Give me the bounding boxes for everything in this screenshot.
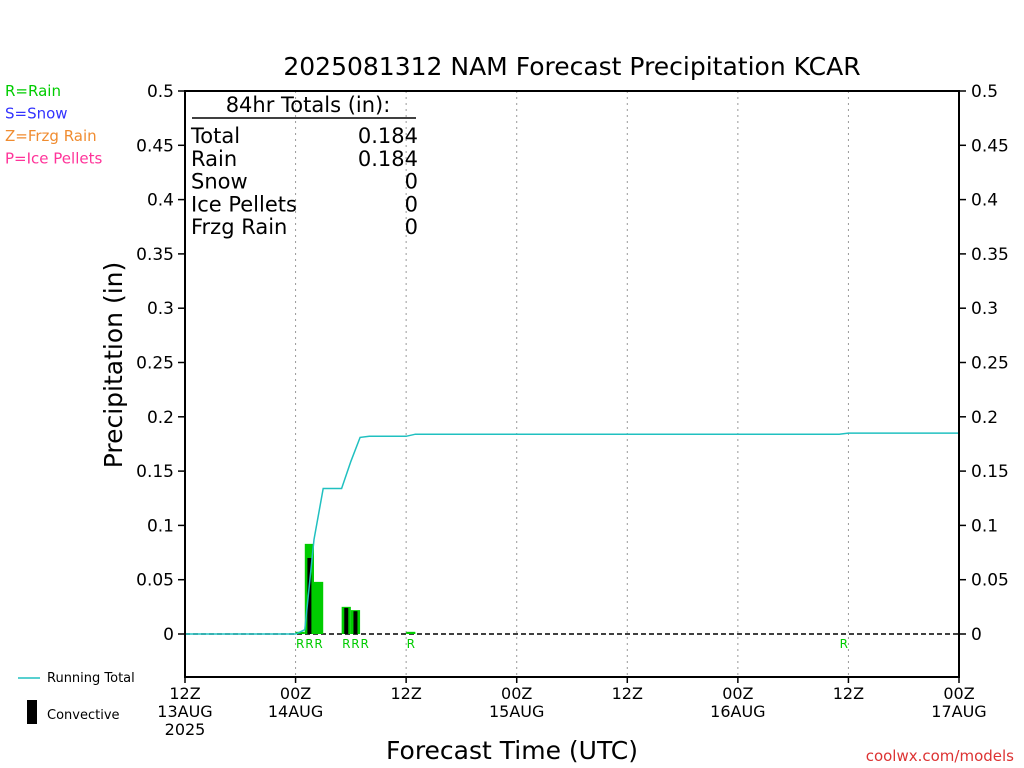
x-tick-label: 13AUG xyxy=(157,702,212,721)
chart-title: 2025081312 NAM Forecast Precipitation KC… xyxy=(283,52,860,81)
y-axis-left: 0 0.05 0.1 0.15 0.2 0.25 0.3 0.35 0.4 0.45 0.5 xyxy=(136,82,185,645)
totals-row-value: 0 xyxy=(405,192,418,216)
convective-bar xyxy=(344,607,349,634)
y-tick-label: 0.15 xyxy=(136,462,174,482)
type-marker: R xyxy=(305,637,313,651)
y-tick-label: 0.35 xyxy=(136,245,174,265)
x-tick-label: 12Z xyxy=(833,684,864,703)
y-tick-label-right: 0.3 xyxy=(971,299,998,319)
convective-swatch xyxy=(27,700,37,724)
y-tick-label: 0.4 xyxy=(147,191,174,211)
precip-type-legend: R=Rain S=Snow Z=Frzg Rain P=Ice Pellets xyxy=(5,82,102,168)
legend-entry: S=Snow xyxy=(5,105,68,123)
y-tick-label-right: 0.35 xyxy=(971,245,1009,265)
y-tick-label: 0.25 xyxy=(136,354,174,374)
convective-bar xyxy=(353,611,358,634)
totals-row-label: Snow xyxy=(191,170,248,194)
type-marker: R xyxy=(407,637,415,651)
y-tick-label-right: 0.15 xyxy=(971,462,1009,482)
x-tick-label: 00Z xyxy=(501,684,532,703)
y-tick-label-right: 0.4 xyxy=(971,191,998,211)
y-tick-label: 0.5 xyxy=(147,82,174,102)
x-tick-label: 00Z xyxy=(943,684,974,703)
x-tick-label: 12Z xyxy=(169,684,200,703)
convective-bar xyxy=(307,557,312,634)
running-total-line xyxy=(185,432,959,635)
type-marker: R xyxy=(351,637,359,651)
y-tick-label: 0 xyxy=(163,625,174,645)
x-tick-label: 16AUG xyxy=(710,702,765,721)
y-tick-label: 0.45 xyxy=(136,136,174,156)
grid-lines xyxy=(295,91,849,677)
totals-row-value: 0.184 xyxy=(358,147,418,171)
totals-row-value: 0.184 xyxy=(358,124,418,148)
y-tick-label-right: 0 xyxy=(971,625,982,645)
y-tick-label: 0.05 xyxy=(136,571,174,591)
type-marker: R xyxy=(361,637,369,651)
y-tick-label-right: 0.05 xyxy=(971,571,1009,591)
type-marker: R xyxy=(314,637,322,651)
legend-entry: Z=Frzg Rain xyxy=(5,127,97,145)
type-marker: R xyxy=(342,637,350,651)
y-tick-label-right: 0.5 xyxy=(971,82,998,102)
y-tick-label-right: 0.25 xyxy=(971,354,1009,374)
totals-row-value: 0 xyxy=(405,170,418,194)
running-total-label: Running Total xyxy=(47,671,135,686)
y-tick-label: 0.2 xyxy=(147,408,174,428)
precip-bar xyxy=(314,581,324,634)
y-axis-right: 0 0.05 0.1 0.15 0.2 0.25 0.3 0.35 0.4 0.45 0.5 xyxy=(959,82,1009,645)
x-tick-label: 12Z xyxy=(390,684,421,703)
x-tick-label: 15AUG xyxy=(489,702,544,721)
type-marker: R xyxy=(296,637,304,651)
y-axis-label: Precipitation (in) xyxy=(99,262,128,469)
type-marker: R xyxy=(840,637,848,651)
totals-row-label: Total xyxy=(190,124,240,148)
plot-frame xyxy=(184,90,960,678)
y-tick-label-right: 0.2 xyxy=(971,408,998,428)
x-tick-label: 2025 xyxy=(165,720,206,739)
convective-label: Convective xyxy=(47,708,120,723)
x-tick-label: 00Z xyxy=(280,684,311,703)
x-tick-label: 17AUG xyxy=(931,702,986,721)
totals-row-value: 0 xyxy=(405,215,418,239)
convective-bars xyxy=(307,557,358,634)
x-tick-label: 14AUG xyxy=(268,702,323,721)
totals-title: 84hr Totals (in): xyxy=(226,93,391,117)
precip-bar xyxy=(406,631,416,634)
legend-entry: R=Rain xyxy=(5,82,61,100)
y-tick-label: 0.3 xyxy=(147,299,174,319)
legend-entry: P=Ice Pellets xyxy=(5,150,102,168)
totals-row-label: Ice Pellets xyxy=(191,192,297,216)
y-tick-label: 0.1 xyxy=(147,516,174,536)
totals-row-label: Rain xyxy=(191,147,237,171)
x-tick-label: 00Z xyxy=(722,684,753,703)
y-tick-label-right: 0.45 xyxy=(971,136,1009,156)
totals-box: 84hr Totals (in): Total 0.184 Rain 0.184 Sno… xyxy=(190,93,418,239)
totals-row-label: Frzg Rain xyxy=(191,215,287,239)
watermark: coolwx.com/models xyxy=(866,747,1014,765)
precip-bar xyxy=(295,631,305,634)
x-axis-label: Forecast Time (UTC) xyxy=(386,736,638,765)
y-tick-label-right: 0.1 xyxy=(971,516,998,536)
x-tick-label: 12Z xyxy=(612,684,643,703)
